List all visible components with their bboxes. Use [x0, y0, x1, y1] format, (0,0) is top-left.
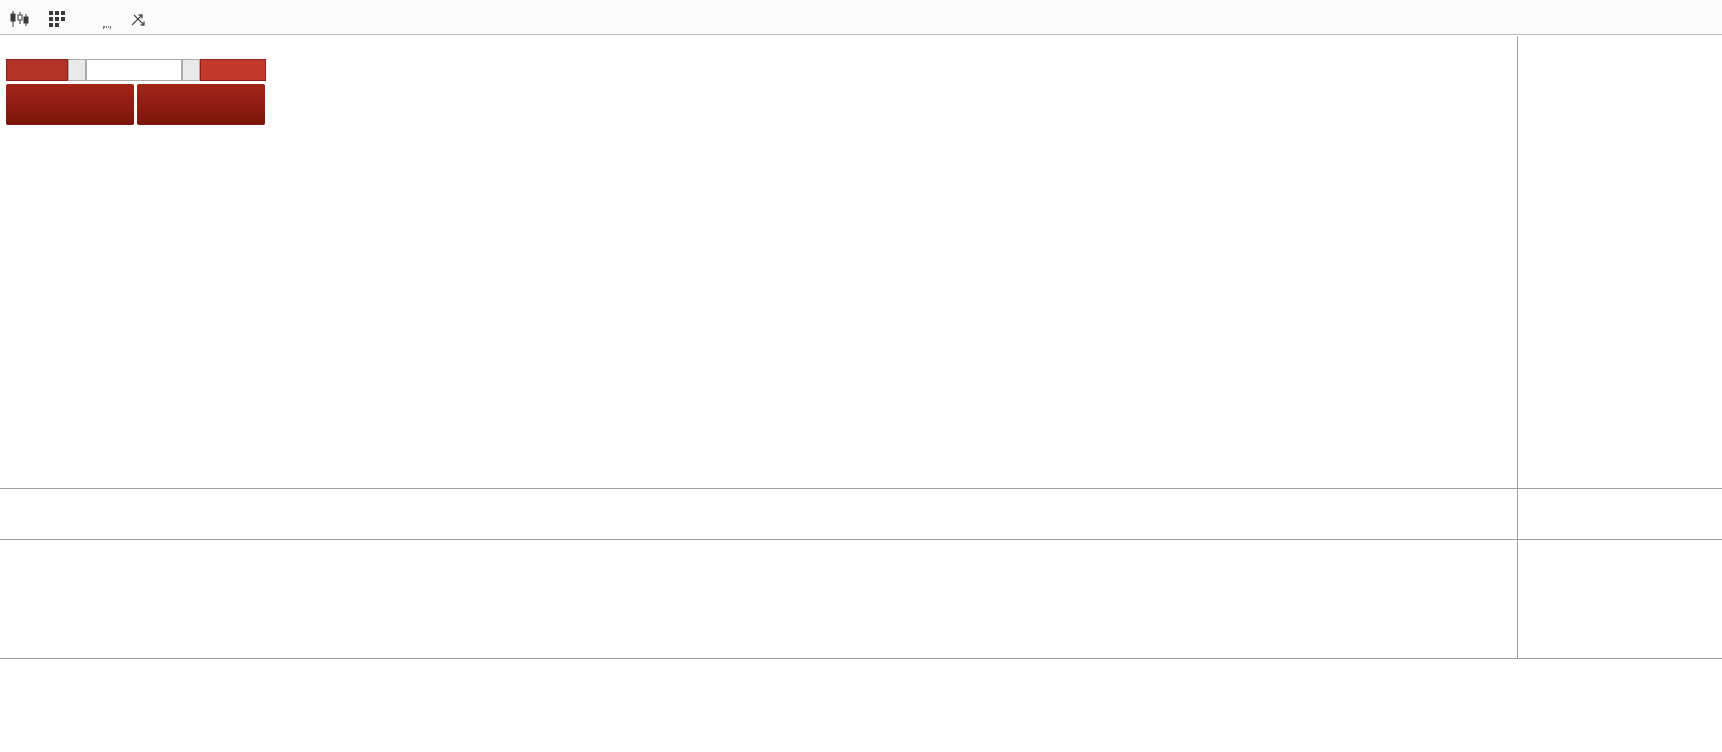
quote-row [6, 84, 266, 125]
volume-decrease-button[interactable] [68, 59, 86, 81]
ask-quote[interactable] [137, 84, 265, 125]
buy-button[interactable] [200, 59, 266, 81]
volume-increase-button[interactable] [182, 59, 200, 81]
panel-separator [0, 658, 1722, 659]
macd-canvas[interactable] [0, 489, 1517, 539]
text-box-tool-icon[interactable] [103, 6, 111, 28]
pointer-tool-icon[interactable] [129, 6, 150, 28]
indicator-grid-icon[interactable] [48, 6, 67, 28]
chart-type-icon[interactable] [9, 6, 30, 28]
panel-separator [0, 488, 1722, 489]
volume-input[interactable] [86, 59, 182, 81]
bid-quote[interactable] [6, 84, 134, 125]
toolbar [0, 0, 1722, 35]
trade-panel-controls [6, 59, 266, 81]
rsi-canvas[interactable] [0, 540, 1517, 658]
text-box-tool-glyph [103, 26, 111, 28]
price-axis-separator [1517, 36, 1518, 658]
panel-separator [0, 539, 1722, 540]
sell-button[interactable] [6, 59, 68, 81]
trade-panel [6, 59, 266, 125]
